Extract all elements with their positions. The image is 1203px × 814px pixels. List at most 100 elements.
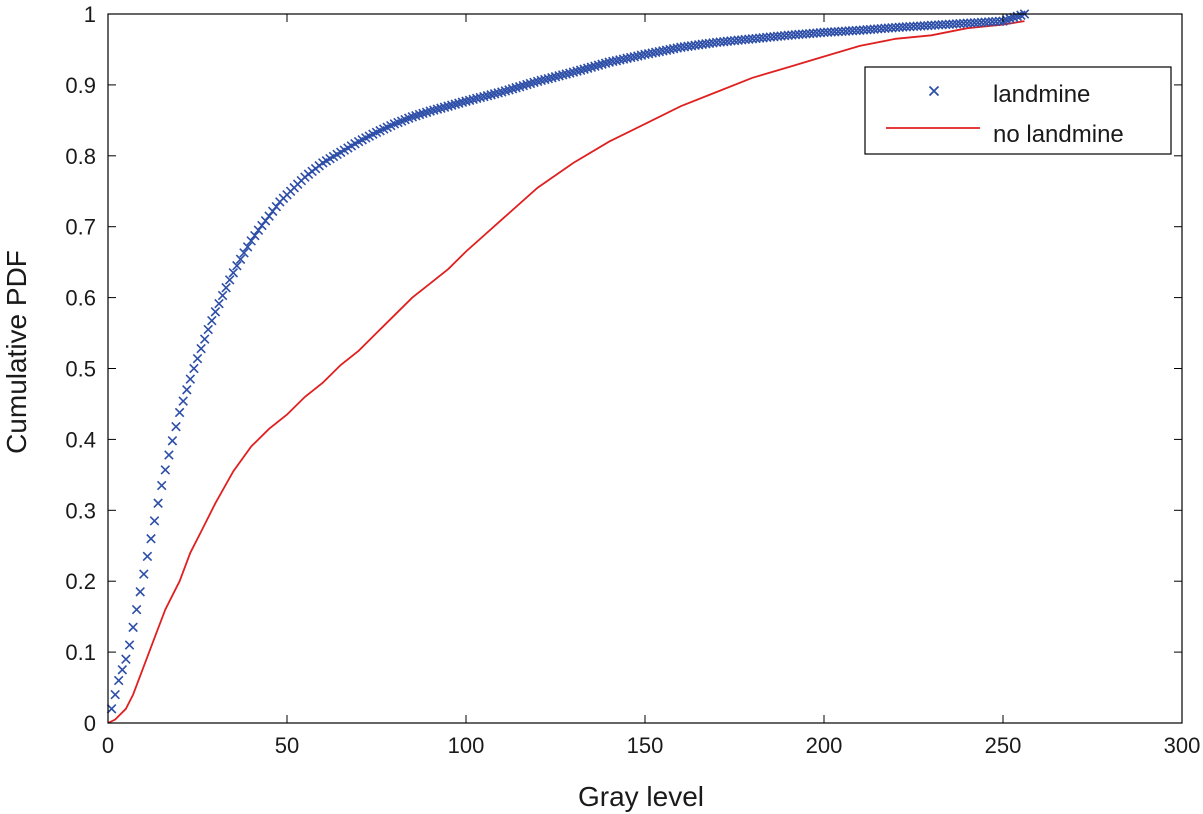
y-tick-label: 0.2 [65,569,96,594]
data-point [636,50,647,60]
data-point [672,43,682,53]
data-point [207,315,217,326]
data-point [557,70,568,80]
y-tick-label: 0.4 [65,427,96,452]
data-point [189,363,199,374]
data-point [819,27,829,38]
data-point [146,533,156,544]
data-point [182,385,192,395]
data-point [239,248,249,258]
legend-x-marker [928,85,940,97]
data-point [973,17,983,28]
data-point [232,260,242,271]
data-point [128,622,138,633]
data-point [110,689,120,700]
data-point [250,230,260,241]
data-point [271,201,282,212]
data-point [661,45,672,55]
series-markers-0 [106,9,1030,714]
data-point [540,74,550,85]
data-point [160,465,171,475]
data-point [658,46,668,56]
data-point [228,268,239,278]
x-tick-label: 150 [627,733,664,758]
data-point [224,275,235,285]
data-point [643,48,654,59]
data-point [608,56,618,67]
data-point [217,290,228,301]
data-point [833,26,844,37]
data-point [665,44,675,55]
data-point [264,211,274,221]
data-point [135,587,145,597]
data-point [905,21,915,32]
data-point [117,665,128,675]
data-point [174,407,185,418]
series-layer [106,9,1030,724]
data-point [131,604,142,615]
data-point [235,254,246,265]
data-point [196,343,206,354]
series-line-1 [107,20,1025,724]
data-point [203,324,213,335]
legend-box [864,66,1172,155]
data-point [171,421,181,432]
data-point [106,704,117,714]
x-tick-label: 50 [275,733,299,758]
data-point [199,334,210,344]
data-point [214,298,224,309]
y-tick-label: 0.8 [65,144,96,169]
data-point [156,480,167,491]
data-point [629,52,640,62]
x-axis-label: Gray level [578,781,704,812]
legend-label-landmine: landmine [993,81,1090,108]
y-axis: 0 0.1 0.2 0.3 0.4 0.5 0.6 0.7 0.8 0.9 1 [65,2,1182,736]
data-point [164,450,174,460]
y-tick-label: 0.5 [65,357,96,382]
y-tick-label: 1 [84,2,96,27]
data-point [908,21,919,32]
data-point [625,52,636,63]
data-point [622,53,632,64]
data-point [611,55,622,66]
x-tick-label: 200 [806,733,843,758]
data-point [955,18,965,29]
data-point [618,54,629,64]
data-point [944,19,955,30]
legend: landmine no landmine [864,66,1172,155]
data-point [253,225,264,235]
data-point [124,640,135,650]
y-tick-label: 0.6 [65,286,96,311]
data-point [604,57,614,67]
data-point [210,307,221,317]
data-point [926,20,937,31]
y-axis-label: Cumulative PDF [1,250,32,454]
data-point [958,18,969,29]
x-axis: 0 50 100 150 200 250 300 [102,14,1200,758]
data-point [994,16,1005,27]
y-tick-label: 0.1 [65,640,96,665]
data-point [113,675,124,686]
data-point [178,396,188,406]
x-tick-label: 0 [102,733,114,758]
data-point [668,43,679,54]
data-point [615,55,625,65]
y-tick-label: 0.9 [65,73,96,98]
x-tick-label: 100 [448,733,485,758]
data-point [432,104,443,114]
data-point [991,16,1001,27]
data-point [940,19,951,30]
data-point [242,242,253,252]
data-point [937,19,947,30]
data-point [142,551,153,562]
legend-label-no-landmine: no landmine [993,121,1124,148]
data-point [192,353,203,364]
data-point [185,374,196,384]
data-point [121,654,131,664]
x-tick-label: 300 [1164,733,1201,758]
data-point [647,48,657,58]
data-point [149,516,160,526]
data-point [847,25,858,36]
data-point [153,498,163,508]
